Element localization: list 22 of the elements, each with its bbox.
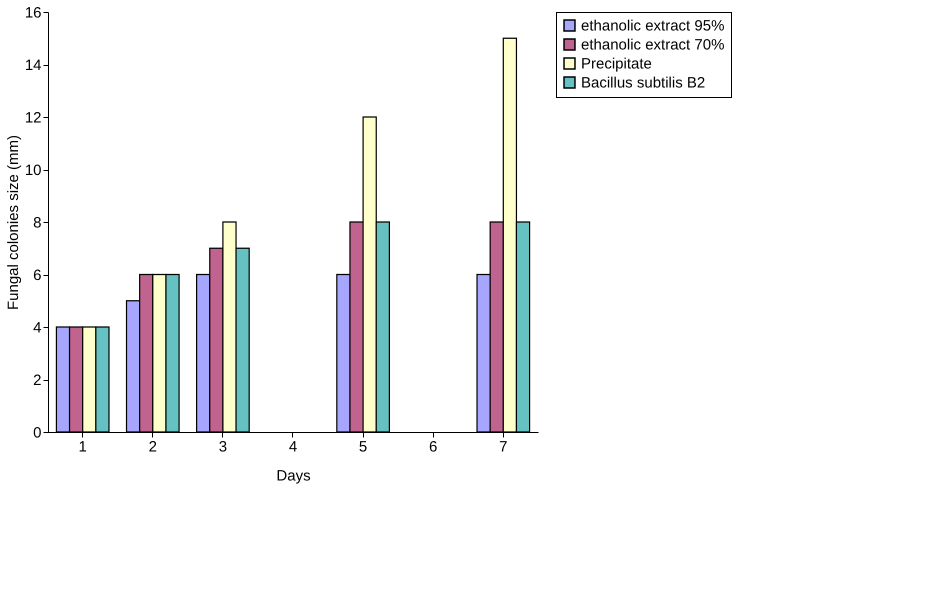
y-tick-label: 6 <box>33 267 42 284</box>
legend-label: ethanolic extract 95% <box>581 18 724 34</box>
legend-label: ethanolic extract 70% <box>581 36 724 54</box>
x-tick-label: 7 <box>499 438 508 456</box>
x-tick-label: 1 <box>78 438 87 456</box>
y-tick-label: 4 <box>33 320 42 336</box>
legend-label: Bacillus subtilis B2 <box>581 74 706 92</box>
y-axis-title: Fungal colonies size (mm) <box>4 134 22 310</box>
x-axis-title: Days <box>276 468 311 484</box>
y-tick-label: 0 <box>33 424 42 442</box>
y-tick-label: 2 <box>33 372 42 389</box>
y-tick-label: 10 <box>24 162 42 179</box>
y-tick-label: 12 <box>24 110 42 126</box>
y-tick-label: 14 <box>24 57 42 74</box>
y-tick-label: 8 <box>33 214 42 232</box>
x-tick-label: 6 <box>429 438 438 456</box>
x-tick-label: 5 <box>358 438 368 456</box>
legend-label: Precipitate <box>581 56 652 72</box>
y-tick-label: 16 <box>24 4 42 22</box>
x-tick-label: 3 <box>218 438 228 456</box>
x-tick-label: 2 <box>148 438 157 456</box>
x-tick-label: 4 <box>288 438 298 456</box>
